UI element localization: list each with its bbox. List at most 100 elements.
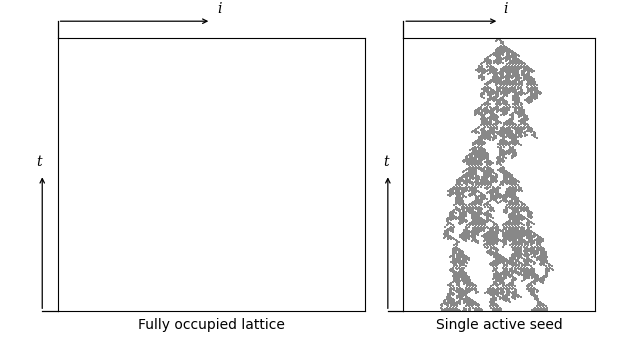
Point (324, 81, 334, 86)
Point (184, 36, 194, 41)
Point (302, 155, 312, 161)
Point (115, 163, 125, 168)
Point (65, 112, 76, 118)
Point (330, 287, 340, 292)
Point (526, 220, 536, 225)
Point (164, 302, 174, 307)
Point (284, 86, 294, 91)
Point (142, 197, 152, 203)
Point (225, 63, 236, 68)
Point (190, 254, 200, 260)
Point (287, 268, 297, 274)
Point (507, 149, 517, 155)
Point (302, 46, 312, 51)
Point (502, 198, 513, 204)
Point (121, 106, 131, 111)
Point (70, 51, 81, 57)
Point (63, 72, 73, 78)
Point (99, 54, 109, 60)
Point (175, 290, 185, 295)
Point (267, 157, 277, 163)
Point (233, 186, 243, 192)
Point (157, 98, 168, 104)
Point (63, 264, 73, 269)
Point (291, 227, 301, 233)
Point (178, 44, 188, 49)
Point (101, 70, 111, 76)
Point (230, 264, 240, 269)
Point (353, 53, 363, 59)
Point (351, 128, 362, 133)
Point (253, 71, 263, 77)
Point (195, 36, 205, 41)
Point (187, 210, 197, 215)
Point (291, 200, 301, 205)
Point (294, 284, 305, 289)
Point (446, 289, 456, 294)
Point (187, 220, 197, 225)
Point (209, 159, 219, 164)
Point (293, 71, 303, 77)
Point (111, 203, 122, 208)
Point (473, 144, 483, 149)
Point (233, 155, 243, 161)
Point (256, 203, 266, 208)
Point (288, 263, 298, 268)
Point (227, 213, 237, 219)
Point (319, 254, 329, 260)
Point (495, 282, 505, 287)
Point (132, 270, 142, 276)
Point (442, 303, 452, 308)
Point (157, 101, 168, 106)
Point (157, 266, 168, 271)
Point (56, 43, 67, 48)
Point (209, 127, 219, 132)
Point (247, 56, 257, 62)
Point (290, 84, 300, 89)
Point (244, 228, 254, 234)
Point (68, 95, 79, 101)
Point (523, 222, 533, 227)
Point (250, 294, 260, 300)
Point (451, 191, 461, 197)
Point (305, 180, 316, 185)
Point (130, 97, 140, 103)
Point (524, 94, 534, 100)
Point (88, 190, 99, 196)
Point (345, 234, 355, 240)
Point (271, 159, 282, 164)
Point (247, 200, 257, 205)
Point (188, 172, 198, 178)
Point (180, 207, 191, 212)
Point (349, 58, 360, 64)
Point (111, 58, 122, 64)
Point (67, 118, 77, 123)
Point (153, 244, 163, 249)
Point (99, 44, 109, 49)
Point (468, 170, 479, 175)
Point (305, 88, 316, 93)
Point (142, 147, 152, 153)
Point (455, 194, 465, 200)
Point (140, 104, 150, 109)
Point (333, 114, 343, 120)
Point (106, 63, 116, 68)
Point (165, 215, 175, 221)
Point (142, 115, 152, 121)
Point (118, 230, 128, 236)
Point (299, 159, 309, 164)
Point (218, 245, 228, 250)
Point (302, 41, 312, 46)
Point (270, 40, 280, 45)
Point (344, 39, 354, 44)
Point (141, 280, 151, 286)
Point (460, 299, 470, 304)
Point (445, 210, 455, 215)
Point (140, 64, 150, 69)
Point (188, 194, 198, 200)
Point (213, 38, 223, 43)
Point (92, 133, 102, 139)
Point (479, 226, 489, 231)
Point (239, 308, 250, 313)
Point (520, 270, 530, 276)
